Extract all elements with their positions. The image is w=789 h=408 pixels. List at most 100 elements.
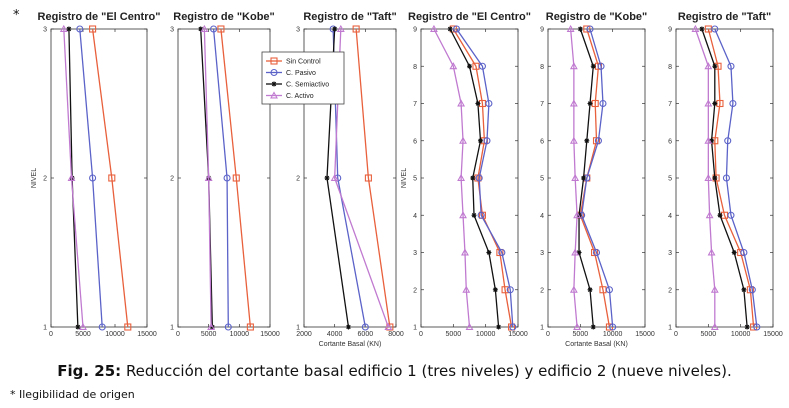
y-tick-label: 4 bbox=[540, 213, 544, 220]
data-point bbox=[457, 99, 466, 107]
x-tick-label: 8000 bbox=[388, 331, 404, 338]
series-c-activo bbox=[691, 24, 719, 330]
data-point bbox=[210, 25, 218, 33]
y-tick-label: 1 bbox=[540, 325, 544, 332]
legend-marker bbox=[270, 57, 278, 65]
data-point bbox=[478, 62, 486, 70]
data-point bbox=[584, 138, 590, 144]
data-point bbox=[198, 26, 204, 32]
data-point bbox=[498, 248, 506, 257]
x-tick-label: 5000 bbox=[75, 331, 91, 338]
series-c-semiactivo bbox=[699, 26, 750, 330]
data-point bbox=[352, 25, 360, 33]
data-point bbox=[711, 25, 719, 33]
data-point bbox=[98, 323, 106, 331]
data-point bbox=[722, 174, 730, 182]
data-point bbox=[324, 175, 330, 181]
x-tick-label: 0 bbox=[546, 331, 550, 338]
data-point bbox=[591, 248, 599, 257]
series-line bbox=[212, 28, 229, 328]
corner-mark: * bbox=[13, 8, 20, 23]
data-point bbox=[492, 287, 498, 293]
y-tick-label: 3 bbox=[540, 250, 544, 257]
data-point bbox=[246, 323, 254, 331]
y-tick-label: 2 bbox=[43, 176, 47, 183]
y-tick-label: 3 bbox=[43, 27, 47, 34]
series-c-semiactivo bbox=[447, 26, 502, 330]
y-tick-label: 1 bbox=[296, 325, 300, 332]
series-c-pasivo bbox=[210, 25, 232, 331]
data-point bbox=[457, 173, 466, 181]
x-axis-label: Cortante Basal (KN) bbox=[319, 341, 382, 348]
data-point bbox=[712, 101, 718, 106]
data-point bbox=[89, 174, 97, 182]
data-point bbox=[704, 173, 713, 181]
data-point bbox=[710, 322, 719, 330]
legend-item-c-semiactivo: C. Semiactivo bbox=[266, 81, 329, 89]
x-tick-label: 4000 bbox=[327, 331, 343, 338]
chart-panel-1: Registro de "El Centro" 0 5000 10000 15000 1 2… bbox=[31, 11, 160, 338]
data-point bbox=[710, 285, 719, 293]
data-point bbox=[599, 99, 607, 108]
x-tick-label: 0 bbox=[674, 331, 678, 338]
chart-panel-5: Registro de "Kobe" 0 5000 10000 15000 1 2 3 4 5 6 7… bbox=[540, 11, 655, 348]
data-point bbox=[76, 25, 84, 33]
data-point bbox=[66, 26, 72, 32]
data-point bbox=[744, 324, 750, 330]
series-c-activo bbox=[566, 24, 582, 330]
x-tick-label: 5000 bbox=[701, 331, 717, 338]
legend-label: C. Pasivo bbox=[286, 70, 316, 77]
data-point bbox=[727, 211, 735, 219]
data-point bbox=[746, 286, 754, 294]
y-axis-label: NIVEL bbox=[31, 168, 38, 188]
data-point bbox=[224, 323, 232, 331]
legend-item-c-pasivo: C. Pasivo bbox=[266, 68, 316, 77]
series-line bbox=[452, 28, 513, 328]
caption-label: Fig. 25: bbox=[57, 362, 122, 380]
series-c-activo bbox=[429, 24, 474, 330]
data-point bbox=[576, 250, 582, 255]
data-point bbox=[727, 62, 735, 70]
data-point bbox=[609, 323, 617, 331]
x-tick-label: 15000 bbox=[260, 331, 280, 338]
legend-label: Sin Control bbox=[286, 59, 321, 66]
data-point bbox=[124, 323, 132, 331]
data-point bbox=[573, 322, 582, 330]
panel-title: Registro de "El Centro" bbox=[408, 11, 531, 23]
data-point bbox=[89, 25, 97, 33]
chart-panel-2: Registro de "Kobe" 0 5000 10000 15000 1 2 3 bbox=[170, 11, 280, 338]
figure-caption: Fig. 25: Reducción del cortante basal ed… bbox=[0, 362, 789, 380]
y-tick-label: 7 bbox=[540, 101, 544, 108]
panel-title: Registro de "Taft" bbox=[303, 11, 396, 23]
data-point bbox=[485, 99, 493, 108]
data-point bbox=[753, 323, 761, 331]
y-tick-label: 5 bbox=[668, 176, 672, 183]
x-tick-label: 10000 bbox=[476, 331, 496, 338]
y-tick-label: 6 bbox=[540, 138, 544, 145]
x-tick-label: 15000 bbox=[508, 331, 528, 338]
caption-text: Reducción del cortante basal edificio 1 … bbox=[125, 362, 732, 380]
y-tick-label: 3 bbox=[668, 250, 672, 257]
series-line bbox=[433, 28, 471, 328]
data-point bbox=[461, 248, 469, 256]
data-point bbox=[459, 136, 467, 144]
data-point bbox=[594, 137, 602, 145]
data-point bbox=[477, 138, 483, 144]
data-point bbox=[467, 63, 472, 69]
legend-marker bbox=[270, 91, 278, 99]
legend-label: C. Semiactivo bbox=[286, 82, 329, 89]
series-line bbox=[694, 28, 716, 327]
data-point bbox=[740, 248, 748, 257]
series-line bbox=[203, 28, 212, 328]
legend-label: C. Activo bbox=[286, 93, 314, 100]
data-point bbox=[483, 137, 491, 145]
y-tick-label: 2 bbox=[668, 287, 672, 294]
y-tick-label: 4 bbox=[668, 213, 672, 220]
data-point bbox=[569, 285, 578, 293]
legend-marker bbox=[270, 68, 278, 77]
data-point bbox=[691, 24, 700, 32]
x-tick-label: 5000 bbox=[446, 331, 462, 338]
data-point bbox=[217, 25, 225, 33]
data-point bbox=[592, 137, 601, 145]
panel-title: Registro de "El Centro" bbox=[38, 11, 161, 23]
